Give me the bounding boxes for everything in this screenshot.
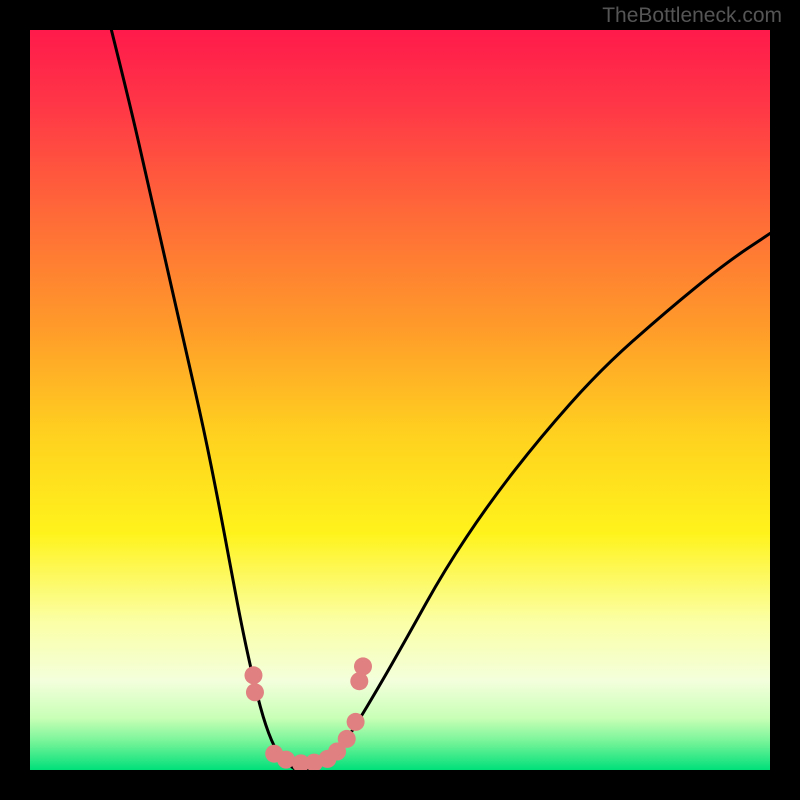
curve-right xyxy=(296,234,770,771)
data-point xyxy=(246,683,264,701)
curve-left xyxy=(111,30,296,770)
plot-area xyxy=(30,30,770,770)
data-point xyxy=(347,713,365,731)
data-point xyxy=(338,730,356,748)
watermark-text: TheBottleneck.com xyxy=(602,4,782,28)
data-point xyxy=(354,657,372,675)
data-point xyxy=(244,666,262,684)
chart-svg xyxy=(30,30,770,770)
